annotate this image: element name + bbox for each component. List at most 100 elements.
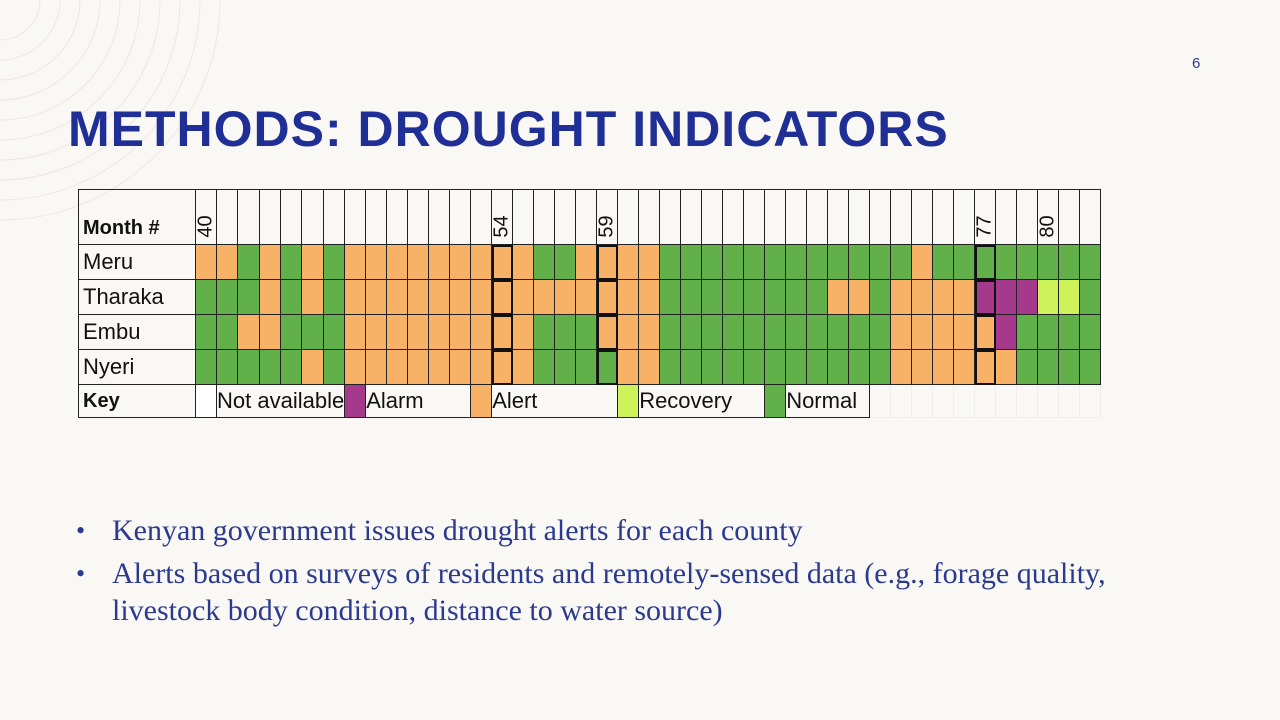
status-cell-alert	[365, 349, 388, 385]
status-cell-alert	[617, 349, 640, 385]
month-cell	[365, 189, 388, 245]
status-cell-alert	[215, 244, 239, 280]
status-cell-alert	[449, 279, 472, 315]
month-cell	[995, 189, 1018, 245]
status-cell-alert	[974, 349, 997, 385]
month-cell	[848, 189, 871, 245]
status-cell-alarm	[995, 279, 1018, 315]
status-cell-normal	[848, 314, 871, 350]
status-cell-alert	[911, 244, 934, 280]
month-cell	[659, 189, 682, 245]
status-cell-normal	[701, 314, 724, 350]
status-cell-alert	[428, 279, 451, 315]
status-cell-alarm	[995, 314, 1018, 350]
status-cell-alert	[386, 279, 409, 315]
status-cell-alert	[470, 279, 493, 315]
status-cell-alert	[617, 244, 640, 280]
status-cell-normal	[195, 314, 217, 350]
status-cell-normal	[215, 314, 239, 350]
status-cell-alarm	[974, 279, 997, 315]
status-cell-normal	[806, 244, 829, 280]
status-cell-alert	[491, 244, 514, 280]
status-cell-alert	[638, 244, 661, 280]
status-cell-alert	[554, 279, 577, 315]
status-cell-normal	[322, 244, 346, 280]
month-cell	[701, 189, 724, 245]
month-cell	[322, 189, 346, 245]
status-cell-alert	[953, 349, 976, 385]
status-cell-alert	[617, 314, 640, 350]
status-cell-normal	[237, 244, 260, 280]
month-cell	[470, 189, 493, 245]
status-cell-normal	[280, 349, 303, 385]
status-cell-alert	[575, 279, 598, 315]
status-cell-normal	[848, 244, 871, 280]
status-cell-normal	[575, 349, 598, 385]
status-cell-alert	[407, 349, 430, 385]
status-cell-alert	[491, 349, 514, 385]
status-cell-normal	[785, 244, 808, 280]
status-cell-normal	[1058, 244, 1081, 280]
month-cell	[890, 189, 913, 245]
status-cell-alert	[953, 314, 976, 350]
month-cell	[722, 189, 745, 245]
status-cell-normal	[322, 279, 346, 315]
key-label: Not available	[215, 384, 346, 418]
status-cell-alert	[911, 279, 934, 315]
key-label: Normal	[785, 384, 871, 418]
month-cell	[638, 189, 661, 245]
month-cell: 80	[1037, 189, 1060, 245]
status-cell-alert	[512, 279, 535, 315]
status-cell-normal	[301, 314, 324, 350]
status-cell-normal	[869, 244, 892, 280]
status-cell-alert	[301, 244, 324, 280]
status-cell-normal	[953, 244, 976, 280]
status-cell-alert	[932, 279, 955, 315]
status-cell-normal	[575, 314, 598, 350]
status-cell-alert	[491, 314, 514, 350]
month-cell	[1079, 189, 1102, 245]
month-cell	[1016, 189, 1039, 245]
month-cell	[554, 189, 577, 245]
status-cell-alert	[470, 349, 493, 385]
status-cell-normal	[722, 244, 745, 280]
status-cell-normal	[322, 314, 346, 350]
key-swatch-alarm	[344, 384, 367, 418]
status-cell-alert	[638, 314, 661, 350]
status-cell-alert	[533, 279, 556, 315]
status-cell-normal	[890, 244, 913, 280]
month-cell: 54	[491, 189, 514, 245]
drought-indicator-table: Month #40 54 59 77 80 Meru Tharaka Embu Nyeri Key…	[78, 189, 1102, 418]
status-cell-normal	[701, 349, 724, 385]
status-cell-normal	[848, 349, 871, 385]
status-cell-alert	[365, 314, 388, 350]
empty-cell	[1079, 384, 1102, 418]
status-cell-normal	[195, 349, 217, 385]
status-cell-normal	[869, 279, 892, 315]
status-cell-alert	[911, 349, 934, 385]
empty-cell	[932, 384, 955, 418]
status-cell-alert	[848, 279, 871, 315]
empty-cell	[1058, 384, 1081, 418]
empty-cell	[1016, 384, 1039, 418]
status-cell-normal	[827, 349, 850, 385]
status-cell-normal	[680, 349, 703, 385]
status-cell-alert	[638, 349, 661, 385]
key-label: Alarm	[365, 384, 472, 418]
status-cell-alert	[932, 314, 955, 350]
status-cell-normal	[280, 279, 303, 315]
month-label: 80	[1037, 215, 1059, 238]
empty-cell	[1037, 384, 1060, 418]
month-cell	[449, 189, 472, 245]
status-cell-alert	[301, 349, 324, 385]
status-cell-alert	[449, 244, 472, 280]
status-cell-alert	[638, 279, 661, 315]
status-cell-recovery	[1037, 279, 1060, 315]
month-label: 54	[491, 215, 513, 238]
empty-cell	[911, 384, 934, 418]
status-cell-normal	[974, 244, 997, 280]
month-cell	[827, 189, 850, 245]
status-cell-normal	[764, 349, 787, 385]
status-cell-alert	[301, 279, 324, 315]
key-swatch-na	[195, 384, 217, 418]
